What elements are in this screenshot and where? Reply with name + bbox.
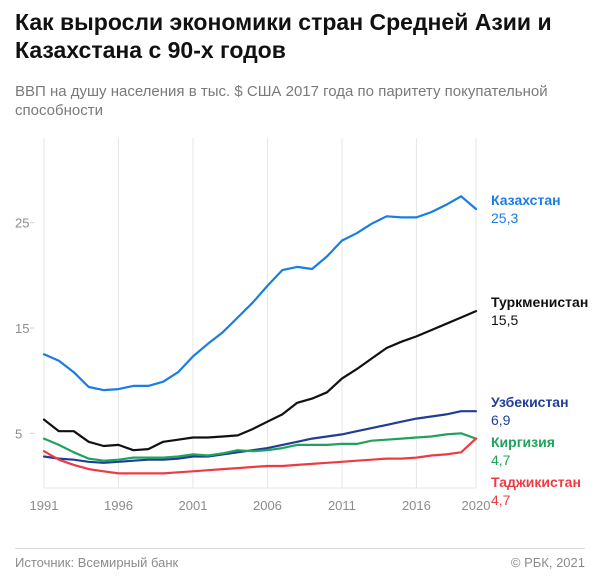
y-tick-label: 15 (15, 321, 29, 336)
series-line-0 (42, 195, 478, 392)
x-tick-label: 2016 (402, 498, 431, 513)
series-name-label: Туркменистан (491, 294, 588, 310)
chart-title: Как выросли экономики стран Средней Азии… (15, 9, 552, 63)
y-tick-label: 25 (15, 216, 29, 231)
series-value-label: 6,9 (491, 412, 511, 428)
series-name-label: Казахстан (491, 192, 561, 208)
footer: Источник: Всемирный банк © РБК, 2021 (15, 548, 585, 570)
line-chart: 5 15 25 1991 1996 2001 2006 2011 2016 2020 Казах… (15, 138, 588, 513)
y-axis-ticks: 5 15 25 (15, 216, 34, 441)
x-tick-label: 2006 (253, 498, 282, 513)
x-tick-label: 1991 (30, 498, 59, 513)
series-value-label: 15,5 (491, 312, 518, 328)
grid (43, 138, 477, 489)
series-line-3 (42, 432, 478, 462)
series-line-1 (42, 310, 478, 452)
x-tick-label: 2011 (328, 498, 356, 513)
x-tick-label: 2001 (179, 498, 208, 513)
x-tick-label: 2020 (462, 498, 491, 513)
y-tick-label: 5 (15, 426, 22, 441)
series-line-4 (42, 437, 478, 475)
series-value-label: 25,3 (491, 210, 518, 226)
series-name-label: Узбекистан (491, 394, 569, 410)
source-note: Источник: Всемирный банк (15, 555, 179, 570)
series-name-label: Таджикистан (491, 474, 581, 490)
copyright-note: © РБК, 2021 (510, 555, 585, 570)
x-tick-label: 1996 (104, 498, 133, 513)
series-value-label: 4,7 (491, 492, 511, 508)
series-line-2 (42, 410, 478, 464)
series-lines (42, 195, 478, 475)
chart-subtitle: ВВП на душу населения в тыс. $ США 2017 … (15, 83, 548, 119)
x-axis-ticks: 1991 1996 2001 2006 2011 2016 2020 (30, 498, 491, 513)
series-value-label: 4,7 (491, 452, 511, 468)
series-labels: Казахстан 25,3 Туркменистан 15,5 Узбекистан 6… (491, 192, 588, 508)
series-name-label: Киргизия (491, 434, 555, 450)
